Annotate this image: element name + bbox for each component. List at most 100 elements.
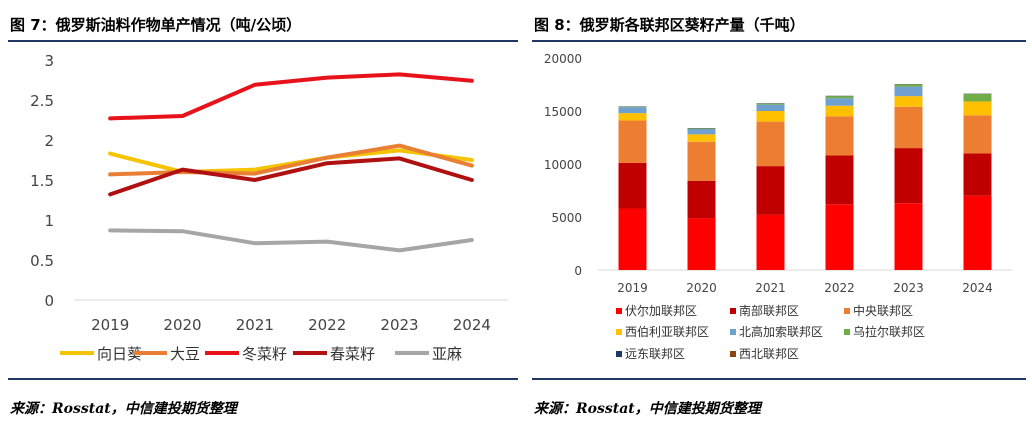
- legend-label: 西伯利亚联邦区: [625, 324, 709, 339]
- bar-segment-北高加索联邦区: [687, 129, 716, 135]
- y-tick-label: 15000: [544, 105, 582, 119]
- series-line-向日葵: [108, 148, 474, 174]
- data-point: [471, 179, 473, 181]
- x-tick-label: 2022: [824, 281, 855, 295]
- y-tick-label: 10000: [544, 158, 582, 172]
- legend-label: 春菜籽: [330, 345, 375, 363]
- bar-segment-乌拉尔联邦区: [825, 96, 854, 99]
- bar-segment-乌拉尔联邦区: [618, 106, 647, 108]
- x-tick-label: 2023: [893, 281, 924, 295]
- data-point: [399, 249, 400, 251]
- bar-segment-乌拉尔联邦区: [894, 84, 923, 87]
- data-point: [399, 145, 400, 147]
- bar-segment-伏尔加联邦区: [687, 218, 716, 270]
- y-tick-label: 2: [44, 132, 54, 150]
- data-point: [471, 165, 473, 167]
- bar-segment-伏尔加联邦区: [618, 208, 647, 270]
- data-point: [254, 242, 256, 244]
- left-source-note: 来源：Rosstat，中信建投期货整理: [10, 401, 237, 417]
- data-point: [326, 157, 328, 159]
- right-figure-title: 图 8：俄罗斯各联邦区葵籽产量（千吨）: [534, 16, 805, 34]
- legend-label: 亚麻: [432, 345, 462, 363]
- legend-label: 伏尔加联邦区: [625, 303, 697, 318]
- left-figure-title: 图 7：俄罗斯油料作物单产情况（吨/公顷）: [10, 16, 302, 34]
- bar-segment-北高加索联邦区: [756, 104, 785, 111]
- line-chart: 0 0.5 1 1.5 2 2.5 3 2019 2020 2021 2022 2023 2024 向日葵…: [30, 52, 508, 363]
- x-tick-label: 2020: [163, 316, 201, 334]
- legend-swatch: [844, 329, 850, 335]
- left-bottom-rule: [8, 378, 518, 380]
- bar-segment-伏尔加联邦区: [963, 195, 992, 270]
- data-point: [399, 149, 400, 151]
- bar-segment-乌拉尔联邦区: [963, 94, 992, 102]
- bar-segment-伏尔加联邦区: [825, 204, 854, 270]
- legend-swatch: [844, 308, 850, 314]
- bar-segment-伏尔加联邦区: [756, 214, 785, 270]
- legend-swatch: [730, 329, 736, 335]
- bar-segment-中央联邦区: [963, 115, 992, 154]
- bar-segment-西伯利亚联邦区: [963, 101, 992, 116]
- bar-segment-西伯利亚联邦区: [756, 111, 785, 122]
- bar-segment-南部联邦区: [825, 155, 854, 205]
- bar-segment-南部联邦区: [618, 162, 647, 209]
- legend-label: 向日葵: [97, 345, 142, 363]
- bar-segment-北高加索联邦区: [825, 98, 854, 106]
- data-point: [471, 239, 473, 241]
- y-tick-label: 0: [574, 264, 582, 278]
- bar-segment-南部联邦区: [963, 153, 992, 196]
- data-point: [326, 77, 328, 79]
- y-tick-label: 20000: [544, 52, 582, 66]
- series-line-春菜籽: [108, 156, 474, 197]
- legend-label: 乌拉尔联邦区: [853, 324, 925, 339]
- x-tick-label: 2021: [755, 281, 786, 295]
- data-point: [326, 162, 328, 164]
- data-point: [399, 73, 400, 75]
- x-tick-label: 2020: [686, 281, 717, 295]
- series-line-冬菜籽: [108, 72, 474, 121]
- data-point: [109, 173, 111, 175]
- bar-segment-中央联邦区: [825, 116, 854, 156]
- y-tick-label: 2.5: [30, 92, 54, 110]
- data-point: [399, 157, 400, 159]
- bar-segment-北高加索联邦区: [618, 107, 647, 114]
- right-bottom-rule: [532, 378, 1026, 380]
- x-tick-label: 2022: [308, 316, 346, 334]
- legend-swatch: [616, 329, 622, 335]
- legend-swatch: [616, 351, 622, 357]
- x-tick-label: 2019: [617, 281, 648, 295]
- legend-label: 北高加索联邦区: [739, 324, 823, 339]
- y-tick-label: 0.5: [30, 252, 54, 270]
- bar-segment-中央联邦区: [618, 120, 647, 163]
- series-line-亚麻: [108, 228, 474, 253]
- y-tick-label: 5000: [551, 211, 582, 225]
- data-point: [254, 84, 256, 86]
- x-tick-label: 2024: [453, 316, 491, 334]
- data-point: [471, 159, 473, 161]
- bar-segment-中央联邦区: [756, 121, 785, 167]
- legend-swatch: [730, 351, 736, 357]
- data-point: [182, 230, 183, 232]
- legend-swatch: [730, 308, 736, 314]
- legend-label: 远东联邦区: [625, 347, 685, 361]
- right-source-note: 来源：Rosstat，中信建投期货整理: [534, 401, 761, 417]
- bar-segment-南部联邦区: [687, 180, 716, 219]
- data-point: [326, 241, 328, 243]
- right-top-rule: [532, 40, 1026, 42]
- data-point: [471, 80, 473, 82]
- bar-segment-西伯利亚联邦区: [825, 105, 854, 117]
- x-tick-label: 2024: [962, 281, 993, 295]
- x-tick-label: 2021: [236, 316, 274, 334]
- bar-segment-北高加索联邦区: [894, 86, 923, 97]
- bar-segment-南部联邦区: [894, 148, 923, 204]
- bar-segment-西伯利亚联邦区: [894, 96, 923, 107]
- data-point: [254, 179, 256, 181]
- left-figure-panel: 图 7：俄罗斯油料作物单产情况（吨/公顷） 0 0.5 1 1.5 2 2.5 3 2019 2…: [8, 0, 518, 430]
- data-point: [182, 115, 183, 117]
- legend-label: 南部联邦区: [739, 303, 799, 318]
- bar-segment-中央联邦区: [894, 106, 923, 149]
- legend-label: 中央联邦区: [853, 303, 913, 318]
- data-point: [109, 229, 111, 231]
- right-figure-panel: 图 8：俄罗斯各联邦区葵籽产量（千吨） 0 5000 10000 15000 20000…: [532, 0, 1026, 430]
- legend-swatch: [616, 308, 622, 314]
- bar-segment-西伯利亚联邦区: [687, 134, 716, 142]
